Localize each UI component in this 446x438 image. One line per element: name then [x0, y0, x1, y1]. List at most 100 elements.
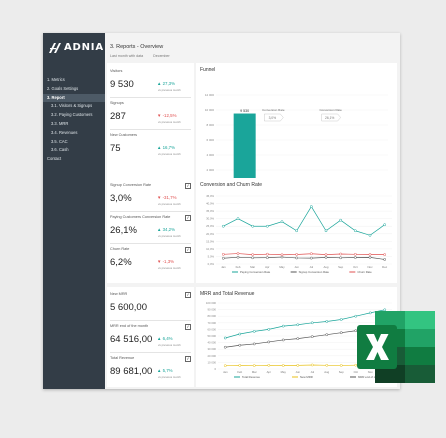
data-point[interactable] [383, 223, 387, 227]
data-point[interactable] [265, 224, 269, 228]
data-point[interactable] [339, 331, 343, 335]
kpi-label: Total Revenue [110, 356, 135, 360]
sidebar-item[interactable]: 3.3. MRR [51, 120, 69, 126]
data-point[interactable] [368, 256, 372, 259]
data-point[interactable] [223, 336, 227, 340]
data-point[interactable] [324, 229, 328, 233]
data-point[interactable] [339, 256, 343, 260]
y-tick-label: 80 000 [207, 314, 216, 318]
sidebar-item[interactable]: 2. Goals Settings [47, 85, 79, 91]
kpi-divider [110, 320, 191, 321]
data-point[interactable] [310, 321, 314, 325]
data-point[interactable] [296, 337, 300, 340]
data-point[interactable] [236, 217, 240, 221]
data-point[interactable] [252, 330, 256, 333]
data-point[interactable] [354, 329, 358, 333]
data-point[interactable] [223, 345, 227, 349]
data-point[interactable] [325, 363, 329, 367]
data-point[interactable] [295, 253, 299, 256]
data-point[interactable] [353, 229, 357, 233]
data-point[interactable] [383, 253, 387, 256]
data-point[interactable] [296, 323, 300, 327]
bar-data-label: 9 530 [240, 109, 249, 113]
metric-checkbox[interactable]: ✓ [185, 183, 191, 189]
data-point[interactable] [238, 332, 242, 336]
sidebar-item[interactable]: 3.6. Cash [51, 147, 69, 153]
data-point[interactable] [325, 333, 329, 337]
data-point[interactable] [251, 253, 255, 256]
data-point[interactable] [267, 328, 271, 331]
data-point[interactable] [354, 363, 358, 367]
data-point[interactable] [309, 252, 313, 256]
data-point[interactable] [324, 253, 328, 256]
data-point[interactable] [354, 314, 358, 318]
metric-checkbox[interactable]: ✓ [185, 215, 191, 221]
data-point[interactable] [339, 364, 343, 367]
data-point[interactable] [310, 363, 314, 367]
data-point[interactable] [265, 256, 269, 260]
sidebar-item[interactable]: 3.2. Paying Customers [51, 112, 93, 118]
data-point[interactable] [265, 252, 269, 256]
kpi-change-value: 27,3% [162, 81, 176, 86]
x-tick-label: Feb [237, 370, 242, 374]
data-point[interactable] [281, 364, 285, 367]
data-point[interactable] [236, 252, 240, 255]
y-tick-label: 70 000 [207, 321, 216, 325]
sidebar-item[interactable]: Contact [47, 156, 62, 162]
kpi-note: vs previous month [158, 88, 181, 92]
data-point[interactable] [251, 224, 255, 228]
data-point[interactable] [325, 320, 329, 323]
data-point[interactable] [236, 255, 240, 259]
data-point[interactable] [310, 335, 314, 339]
data-point[interactable] [281, 324, 285, 328]
period-value[interactable]: December [153, 54, 170, 58]
data-point[interactable] [309, 256, 313, 260]
data-point[interactable] [221, 224, 225, 228]
data-point[interactable] [296, 364, 300, 367]
metric-checkbox[interactable]: ✓ [185, 247, 191, 253]
metric-checkbox[interactable]: ✓ [185, 356, 191, 362]
metric-checkbox[interactable]: ✓ [185, 292, 191, 298]
data-point[interactable] [238, 364, 242, 367]
period-label: Last month with data [110, 54, 144, 58]
data-point[interactable] [368, 233, 372, 237]
data-point[interactable] [252, 342, 256, 346]
data-point[interactable] [383, 308, 387, 312]
data-point[interactable] [223, 364, 227, 368]
data-point[interactable] [238, 343, 242, 347]
data-point[interactable] [280, 253, 284, 257]
data-point[interactable] [267, 363, 271, 367]
data-point[interactable] [295, 256, 299, 260]
funnel-bar[interactable] [233, 113, 256, 185]
sidebar-item[interactable]: 3.4. Revenues [51, 129, 78, 135]
data-point[interactable] [280, 220, 284, 224]
data-point[interactable] [221, 256, 225, 260]
data-point[interactable] [281, 338, 285, 342]
data-point[interactable] [267, 340, 271, 344]
sidebar-item[interactable]: 1. Metrics [47, 77, 65, 82]
data-point[interactable] [383, 258, 387, 261]
sidebar-item[interactable]: 3.5. CAC [51, 138, 68, 144]
data-point[interactable] [221, 252, 225, 256]
data-point[interactable] [295, 229, 299, 233]
data-point[interactable] [339, 252, 343, 256]
data-point[interactable] [251, 256, 255, 260]
legend-label: Total Revenue [242, 375, 260, 379]
metric-checkbox[interactable]: ✓ [185, 324, 191, 330]
brand-logo[interactable]: ADNIA [49, 42, 104, 53]
data-point[interactable] [324, 256, 328, 259]
sidebar-item[interactable]: 3. Report [43, 93, 105, 103]
data-point[interactable] [339, 318, 343, 321]
data-point[interactable] [353, 252, 357, 256]
data-point[interactable] [353, 256, 357, 259]
kpi-note: vs previous month [158, 120, 181, 124]
data-point[interactable] [339, 218, 343, 222]
data-point[interactable] [368, 311, 372, 315]
kpi-label: MRR end of the month [110, 324, 149, 328]
sidebar-item[interactable]: 3.1. Visitors & Signups [51, 103, 93, 109]
data-point[interactable] [309, 205, 313, 208]
legend-label: Churn Rate [357, 270, 372, 274]
data-point[interactable] [368, 253, 372, 256]
data-point[interactable] [252, 364, 256, 367]
data-point[interactable] [280, 255, 284, 259]
